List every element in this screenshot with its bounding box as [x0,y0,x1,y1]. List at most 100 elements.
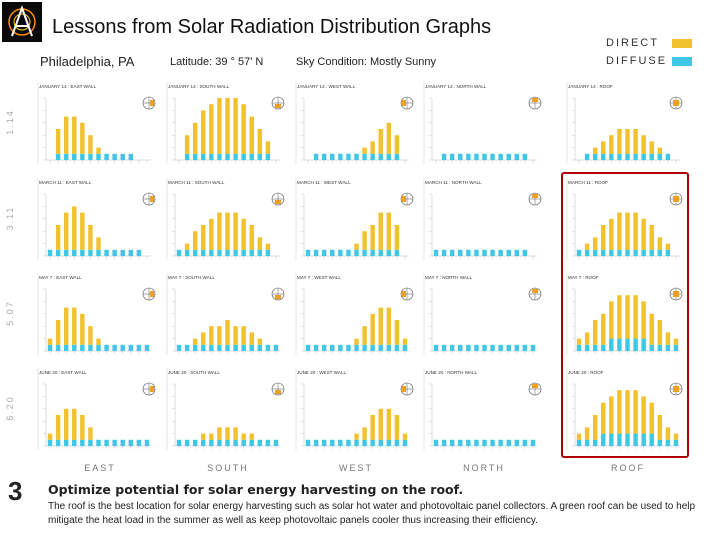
panel-label: JANUARY 14 : ROOF [568,84,613,89]
bar-direct [249,433,254,440]
bar-direct [576,433,582,440]
bar-direct [665,243,671,250]
bar-direct [225,98,230,154]
bar-diffuse [584,249,590,256]
bar-diffuse [144,344,150,351]
bar-diffuse [354,439,359,446]
bar-diffuse [633,153,638,160]
compass-facing-mark [150,386,154,392]
bar-diffuse [362,153,367,160]
panel-label: JANUARY 14 : WEST WALL [297,84,356,89]
bar-diffuse [449,249,455,256]
bar-diffuse [641,433,646,446]
bar-diffuse [217,249,222,256]
bar-diffuse [370,439,375,446]
bar-direct [665,332,671,345]
bar-diffuse [609,338,614,351]
panel-14: MAY 7 : NORTH WALL [423,273,542,355]
bar-direct [225,320,230,345]
bar-diffuse [657,153,663,160]
bar-diffuse [120,439,125,446]
bar-direct [394,415,400,440]
bar-diffuse [617,433,622,446]
bar-diffuse [592,249,598,256]
bar-diffuse [657,439,663,446]
bar-diffuse [506,249,511,256]
bar-diffuse [72,153,77,160]
panel-11: MAY 7 : EAST WALL [37,273,156,355]
compass-facing-mark [532,384,538,388]
bar-direct [370,415,375,440]
bar-diffuse [47,249,53,256]
bar-direct [673,338,679,345]
compass-facing-mark [532,98,538,102]
bar-direct [72,408,77,440]
bar-diffuse [522,153,528,160]
bar-diffuse [609,433,614,446]
bar-direct [201,110,206,154]
bar-diffuse [649,153,654,160]
legend: DIRECT DIFFUSE [606,36,716,72]
bar-diffuse [402,439,408,446]
bar-direct [354,338,359,345]
bar-direct [55,129,61,154]
bar-diffuse [80,249,85,256]
bar-diffuse [441,344,447,351]
compass-facing-mark [150,291,154,297]
bar-diffuse [474,153,479,160]
logo-image [2,2,42,42]
bar-diffuse [625,433,630,446]
panel-label: JUNE 20 : SOUTH WALL [168,370,220,375]
bar-diffuse [584,344,590,351]
bar-diffuse [370,249,375,256]
bar-direct [370,313,375,345]
bar-direct [201,225,206,250]
panel-label: MARCH 11 : ROOF [568,180,608,185]
latitude-label: Latitude: 39 ° 57' N [170,56,264,68]
bar-diffuse [128,439,134,446]
bar-direct [592,237,598,250]
panel-13: MAY 7 : WEST WALL [295,273,414,355]
panel-label: MARCH 11 : WEST WALL [297,180,351,185]
bar-direct [265,141,271,154]
bar-diffuse [305,344,311,351]
compass-facing-mark [275,200,281,204]
bar-direct [625,295,630,339]
panel-label: MAY 7 : ROOF [568,275,599,280]
column-header-roof: ROOF [611,463,645,473]
bar-diffuse [47,344,53,351]
bar-diffuse [402,344,408,351]
bar-diffuse [80,439,85,446]
bar-direct [592,415,598,440]
bar-direct [249,332,254,345]
bar-direct [201,332,206,345]
bar-direct [625,212,630,250]
bar-diffuse [673,344,679,351]
bar-direct [217,212,222,250]
bar-direct [362,231,367,250]
bar-diffuse [346,153,351,160]
bar-direct [55,320,61,345]
bar-diffuse [601,249,606,256]
bar-diffuse [584,439,590,446]
bar-diffuse [394,249,400,256]
bar-direct [601,225,606,250]
bar-direct [625,390,630,434]
panel-12: MAY 7 : SOUTH WALL [166,273,285,355]
panel-15: MAY 7 : ROOF [566,273,683,355]
bar-diffuse [386,344,392,351]
compass-facing-mark [673,291,679,297]
bar-diffuse [657,249,663,256]
bar-diffuse [498,344,503,351]
column-header-west: WEST [339,463,373,473]
bar-diffuse [120,249,125,256]
bar-diffuse [88,439,93,446]
bar-diffuse [506,439,511,446]
bar-direct [402,433,408,440]
bar-diffuse [441,439,447,446]
legend-item-direct: DIRECT [606,36,716,52]
bar-direct [394,135,400,154]
bar-direct [225,212,230,250]
bar-direct [584,243,590,250]
bar-diffuse [386,249,392,256]
